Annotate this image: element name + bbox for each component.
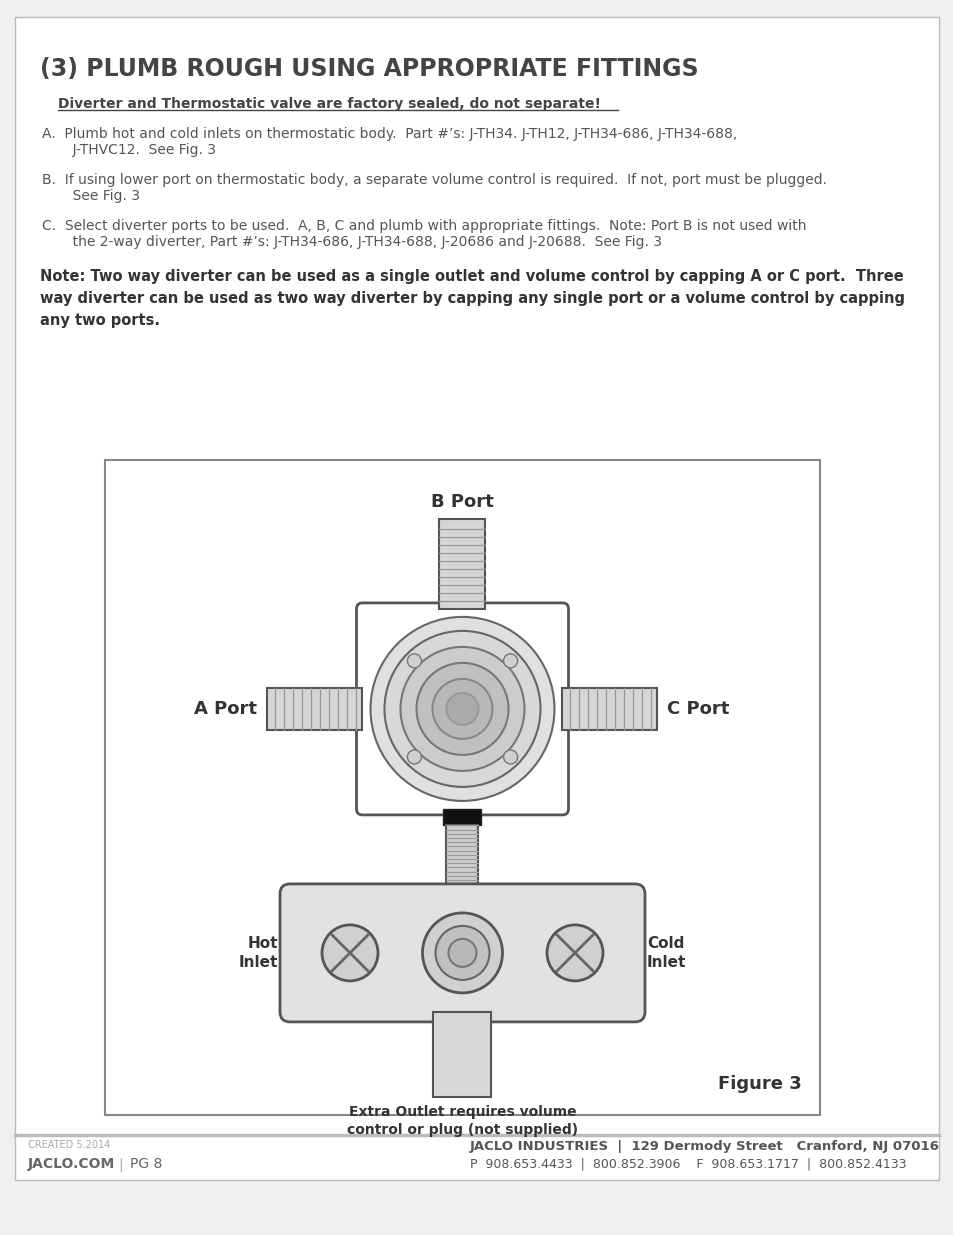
Text: Extra Outlet requires volume
control or plug (not supplied): Extra Outlet requires volume control or … [347, 1105, 578, 1137]
Text: C.  Select diverter ports to be used.  A, B, C and plumb with appropriate fittin: C. Select diverter ports to be used. A, … [42, 219, 805, 233]
Circle shape [448, 939, 476, 967]
Bar [446, 825, 478, 884]
Circle shape [400, 647, 524, 771]
Bar [267, 688, 362, 730]
Text: See Fig. 3: See Fig. 3 [42, 189, 140, 203]
Text: B Port: B Port [431, 493, 494, 511]
Text: Cold
Inlet: Cold Inlet [646, 935, 685, 971]
Circle shape [407, 653, 421, 668]
Text: JACLO INDUSTRIES  |  129 Dermody Street   Cranford, NJ 07016: JACLO INDUSTRIES | 129 Dermody Street Cr… [470, 1140, 939, 1153]
Circle shape [435, 926, 489, 979]
Bar [439, 519, 485, 609]
Circle shape [416, 663, 508, 755]
Circle shape [546, 925, 602, 981]
Circle shape [422, 913, 502, 993]
Circle shape [322, 925, 377, 981]
Text: J-THVC12.  See Fig. 3: J-THVC12. See Fig. 3 [42, 143, 215, 157]
Bar [433, 1011, 491, 1097]
Text: A Port: A Port [194, 700, 257, 718]
FancyBboxPatch shape [280, 884, 644, 1021]
Text: B.  If using lower port on thermostatic body, a separate volume control is requi: B. If using lower port on thermostatic b… [42, 173, 826, 186]
Text: JACLO.COM: JACLO.COM [28, 1157, 115, 1171]
Circle shape [503, 653, 517, 668]
Circle shape [370, 618, 554, 802]
Text: C Port: C Port [667, 700, 729, 718]
Circle shape [503, 750, 517, 764]
Circle shape [432, 679, 492, 739]
Bar [562, 688, 657, 730]
Circle shape [384, 631, 540, 787]
Circle shape [446, 693, 478, 725]
Text: the 2-way diverter, Part #’s: J-TH34-686, J-TH34-688, J-20686 and J-20688.  See : the 2-way diverter, Part #’s: J-TH34-686… [42, 235, 661, 249]
Bar [105, 459, 820, 1115]
Text: Diverter and Thermostatic valve are factory sealed, do not separate!: Diverter and Thermostatic valve are fact… [58, 98, 600, 111]
Text: Note: Two way diverter can be used as a single outlet and volume control by capp: Note: Two way diverter can be used as a … [40, 269, 904, 329]
Circle shape [407, 750, 421, 764]
Bar [443, 809, 481, 825]
Text: Figure 3: Figure 3 [718, 1074, 801, 1093]
Text: Hot
Inlet: Hot Inlet [238, 935, 277, 971]
Text: |: | [118, 1157, 123, 1172]
Text: A.  Plumb hot and cold inlets on thermostatic body.  Part #’s: J-TH34. J-TH12, J: A. Plumb hot and cold inlets on thermost… [42, 127, 737, 141]
Text: P  908.653.4433  |  800.852.3906    F  908.653.1717  |  800.852.4133: P 908.653.4433 | 800.852.3906 F 908.653.… [470, 1157, 905, 1170]
Text: (3) PLUMB ROUGH USING APPROPRIATE FITTINGS: (3) PLUMB ROUGH USING APPROPRIATE FITTIN… [40, 57, 698, 82]
Text: PG 8: PG 8 [130, 1157, 162, 1171]
Text: CREATED 5.2014: CREATED 5.2014 [28, 1140, 111, 1150]
